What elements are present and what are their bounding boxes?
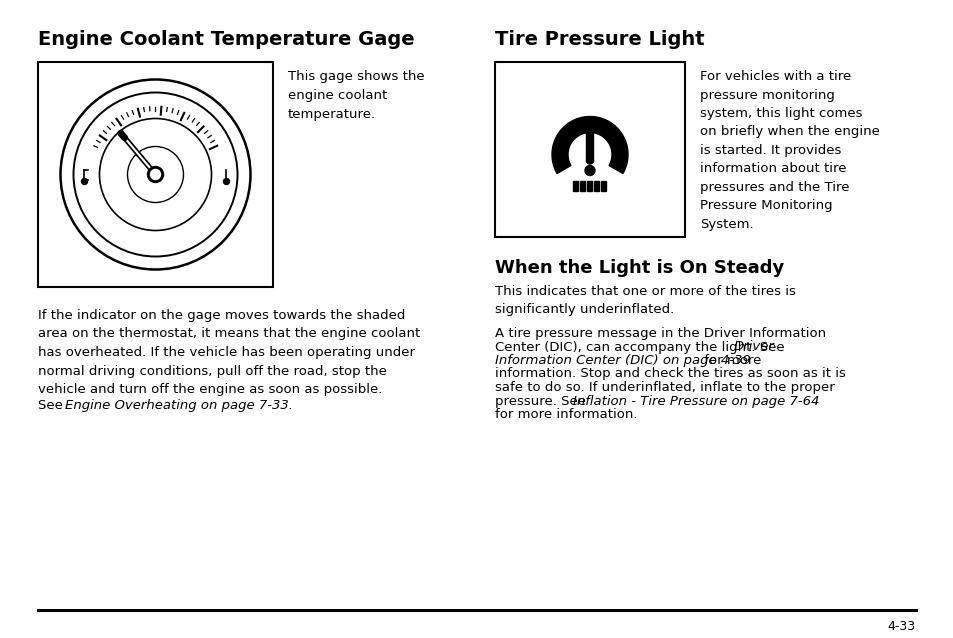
- Bar: [495, 62, 684, 237]
- Circle shape: [584, 165, 595, 175]
- Bar: [587, 181, 592, 191]
- Bar: [38, 62, 273, 287]
- Circle shape: [151, 170, 160, 179]
- Text: This gage shows the
engine coolant
temperature.: This gage shows the engine coolant tempe…: [288, 70, 424, 121]
- Bar: [594, 181, 598, 191]
- Text: Tire Pressure Light: Tire Pressure Light: [495, 30, 704, 49]
- Text: A tire pressure message in the Driver Information: A tire pressure message in the Driver In…: [495, 327, 825, 340]
- Text: safe to do so. If underinflated, inflate to the proper: safe to do so. If underinflated, inflate…: [495, 381, 834, 394]
- Bar: [586, 133, 593, 161]
- Text: Center (DIC), can accompany the light. See: Center (DIC), can accompany the light. S…: [495, 341, 788, 353]
- Bar: [601, 181, 606, 191]
- Text: for more: for more: [700, 354, 760, 367]
- Text: Inflation - Tire Pressure on page 7-64: Inflation - Tire Pressure on page 7-64: [572, 394, 819, 408]
- Text: information. Stop and check the tires as soon as it is: information. Stop and check the tires as…: [495, 367, 845, 380]
- Text: When the Light is On Steady: When the Light is On Steady: [495, 259, 783, 277]
- Text: See: See: [38, 399, 67, 412]
- Text: 4-33: 4-33: [887, 620, 915, 633]
- Polygon shape: [552, 117, 627, 174]
- Text: For vehicles with a tire
pressure monitoring
system, this light comes
on briefly: For vehicles with a tire pressure monito…: [700, 70, 879, 231]
- Text: If the indicator on the gage moves towards the shaded
area on the thermostat, it: If the indicator on the gage moves towar…: [38, 309, 420, 396]
- Text: Engine Coolant Temperature Gage: Engine Coolant Temperature Gage: [38, 30, 415, 49]
- Text: Engine Overheating on page 7-33.: Engine Overheating on page 7-33.: [65, 399, 293, 412]
- Text: This indicates that one or more of the tires is
significantly underinflated.: This indicates that one or more of the t…: [495, 285, 795, 316]
- Bar: [579, 181, 585, 191]
- Bar: [573, 181, 578, 191]
- Text: Driver: Driver: [733, 341, 774, 353]
- Circle shape: [81, 179, 88, 184]
- Circle shape: [148, 167, 163, 182]
- Circle shape: [586, 157, 593, 164]
- Circle shape: [223, 179, 230, 184]
- Text: pressure. See: pressure. See: [495, 394, 590, 408]
- Text: for more information.: for more information.: [495, 408, 637, 421]
- Circle shape: [586, 129, 593, 136]
- Text: Information Center (DIC) on page 4-39: Information Center (DIC) on page 4-39: [495, 354, 750, 367]
